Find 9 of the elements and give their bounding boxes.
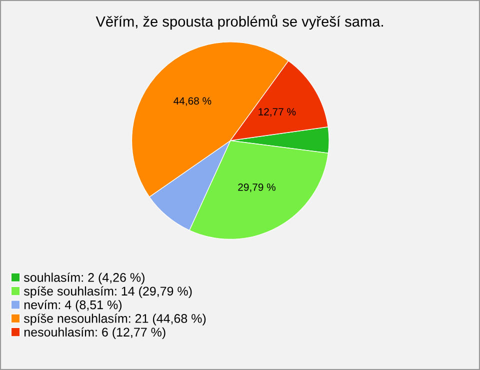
legend-label: souhlasím: 2 (4,26 %) — [24, 272, 144, 284]
data-label: 12,77 % — [258, 108, 296, 117]
data-label: 29,79 % — [238, 183, 276, 192]
data-label: 44,68 % — [174, 97, 212, 106]
legend-label: spíše nesouhlasím: 21 (44,68 %) — [24, 314, 206, 326]
chart-title: Věřím, že spousta problémů se vyřeší sama. — [96, 14, 383, 30]
legend-label: nesouhlasím: 6 (12,77 %) — [24, 327, 166, 340]
legend-label: nevím: 4 (8,51 %) — [24, 300, 122, 312]
legend-label: spíše souhlasím: 14 (29,79 %) — [24, 286, 192, 298]
